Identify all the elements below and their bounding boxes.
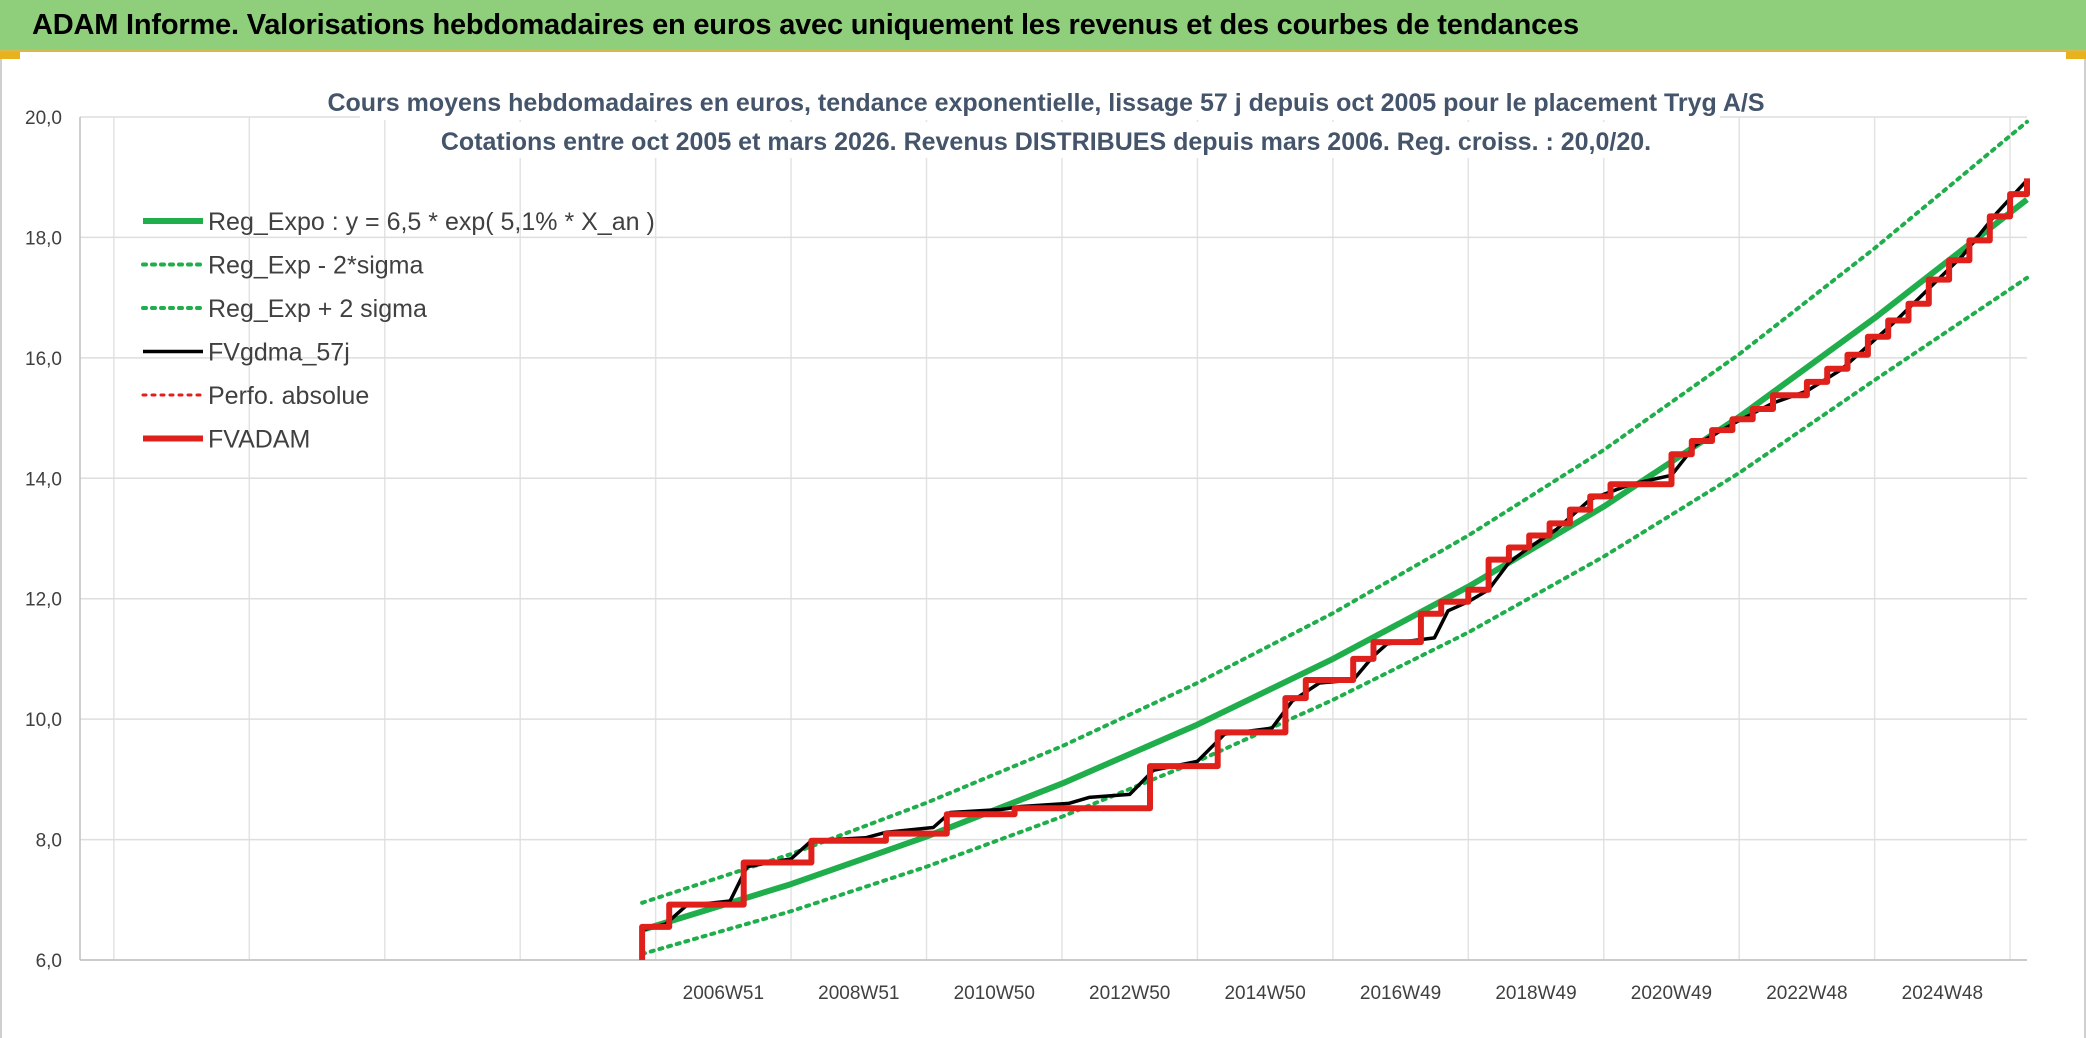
- chart-subtitle: Cotations entre oct 2005 et mars 2026. R…: [441, 128, 1651, 156]
- y-tick-label: 20,0: [25, 108, 62, 129]
- legend-entry-label: Reg_Exp + 2 sigma: [208, 295, 427, 323]
- chart-series: [639, 119, 2030, 960]
- series-line-1: [640, 275, 2029, 956]
- y-tick-label: 8,0: [36, 831, 62, 852]
- legend-entry-label: Reg_Exp - 2*sigma: [208, 252, 423, 280]
- legend-entry-label: Reg_Expo : y = 6,5 * exp( 5,1% * X_an ): [208, 208, 655, 236]
- chart-axes: 6,0 8,0 10,0 12,0 14,0 16,0 18,0 20,0 2006W51 200…: [25, 108, 2027, 1004]
- chart-legend: Reg_Expo : y = 6,5 * exp( 5,1% * X_an ) R…: [141, 208, 655, 454]
- x-tick-label: 2006W51: [683, 983, 764, 1004]
- y-tick-label: 14,0: [25, 469, 62, 490]
- legend-entry-label: Perfo. absolue: [208, 382, 369, 410]
- title-bar: ADAM Informe. Valorisations hebdomadaire…: [0, 0, 2086, 52]
- x-tick-label: 2018W49: [1495, 983, 1576, 1004]
- chart-frame: [0, 59, 2086, 1038]
- legend-entry-label: FVADAM: [208, 426, 310, 454]
- y-tick-label: 10,0: [25, 710, 62, 731]
- x-tick-label: 2014W50: [1224, 983, 1305, 1004]
- chart-titles: Cours moyens hebdomadaires en euros, ten…: [327, 84, 1765, 158]
- series-line-0: [641, 197, 2029, 933]
- corner-accent-left: [0, 52, 20, 59]
- y-tick-label: 12,0: [25, 590, 62, 611]
- chart-subtitle-background: [470, 122, 1620, 158]
- y-tick-label: 18,0: [25, 228, 62, 249]
- chart-title: Cours moyens hebdomadaires en euros, ten…: [327, 89, 1764, 117]
- chart-grid: [80, 116, 2027, 961]
- y-tick-label: 16,0: [25, 349, 62, 370]
- x-tick-label: 2012W50: [1089, 983, 1170, 1004]
- corner-accent-right: [2066, 52, 2086, 59]
- series-line-2: [640, 119, 2029, 905]
- x-tick-label: 2010W50: [954, 983, 1035, 1004]
- series-line-5: [639, 178, 2030, 960]
- chart-title-background: [360, 84, 1720, 120]
- x-tick-label: 2020W49: [1631, 983, 1712, 1004]
- x-tick-label: 2024W48: [1902, 983, 1983, 1004]
- page-title: ADAM Informe. Valorisations hebdomadaire…: [32, 9, 1579, 41]
- x-tick-label: 2022W48: [1766, 983, 1847, 1004]
- x-tick-label: 2008W51: [818, 983, 899, 1004]
- x-tick-label: 2016W49: [1360, 983, 1441, 1004]
- legend-entry-label: FVgdma_57j: [208, 339, 350, 367]
- y-tick-label: 6,0: [36, 951, 62, 972]
